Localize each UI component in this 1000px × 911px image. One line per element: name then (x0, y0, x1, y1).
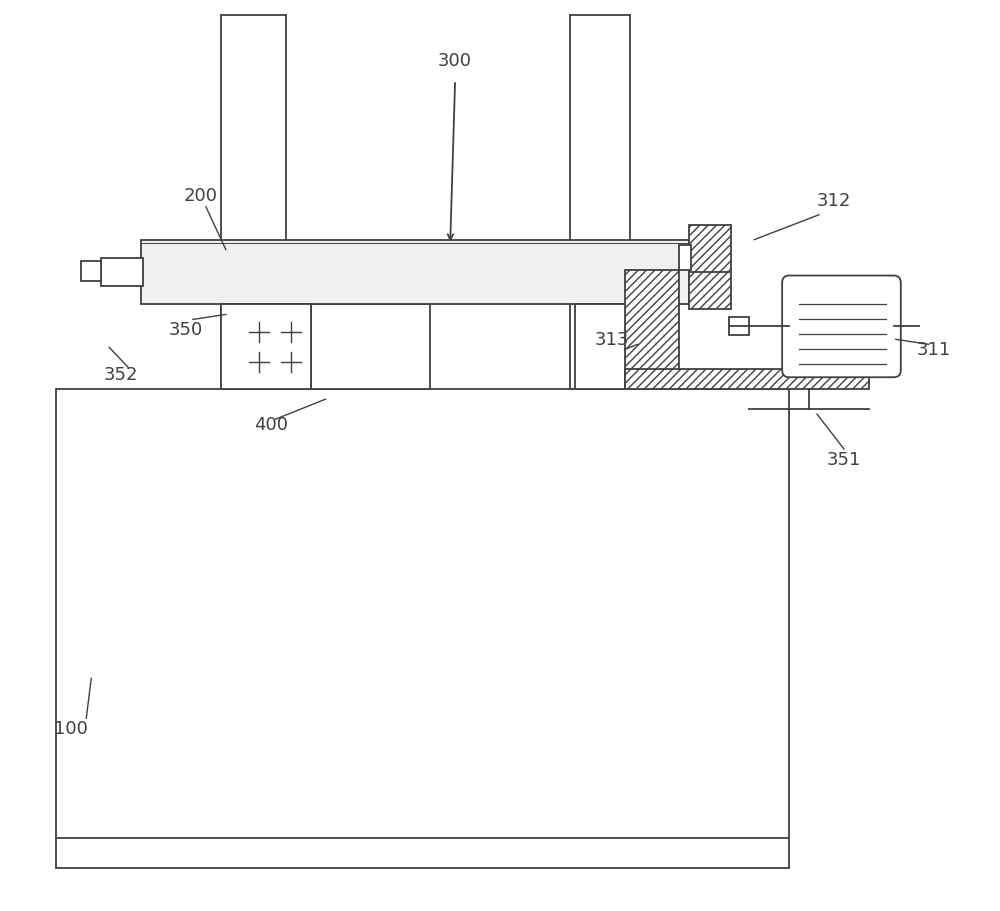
Bar (101, 259, 143, 286)
Text: 352: 352 (104, 366, 138, 384)
Bar (81, 261, 101, 281)
Text: 400: 400 (254, 415, 288, 434)
Text: 100: 100 (54, 720, 88, 737)
Bar (689, 225, 731, 310)
Bar (625, 271, 679, 390)
Bar (56, 390, 789, 868)
Bar (575, 305, 640, 390)
Bar (221, 305, 311, 390)
Text: 350: 350 (169, 321, 203, 339)
Bar (311, 305, 430, 390)
Text: 312: 312 (817, 191, 851, 210)
Bar (570, 16, 630, 390)
Bar (625, 370, 869, 390)
Bar (221, 16, 286, 390)
Bar (141, 241, 689, 305)
Text: 311: 311 (917, 341, 951, 359)
Text: 200: 200 (184, 187, 218, 205)
Bar (729, 318, 749, 336)
Bar (679, 245, 691, 271)
Text: 351: 351 (827, 451, 861, 468)
Text: 300: 300 (438, 52, 472, 70)
FancyBboxPatch shape (782, 276, 901, 378)
Text: 313: 313 (594, 331, 629, 349)
